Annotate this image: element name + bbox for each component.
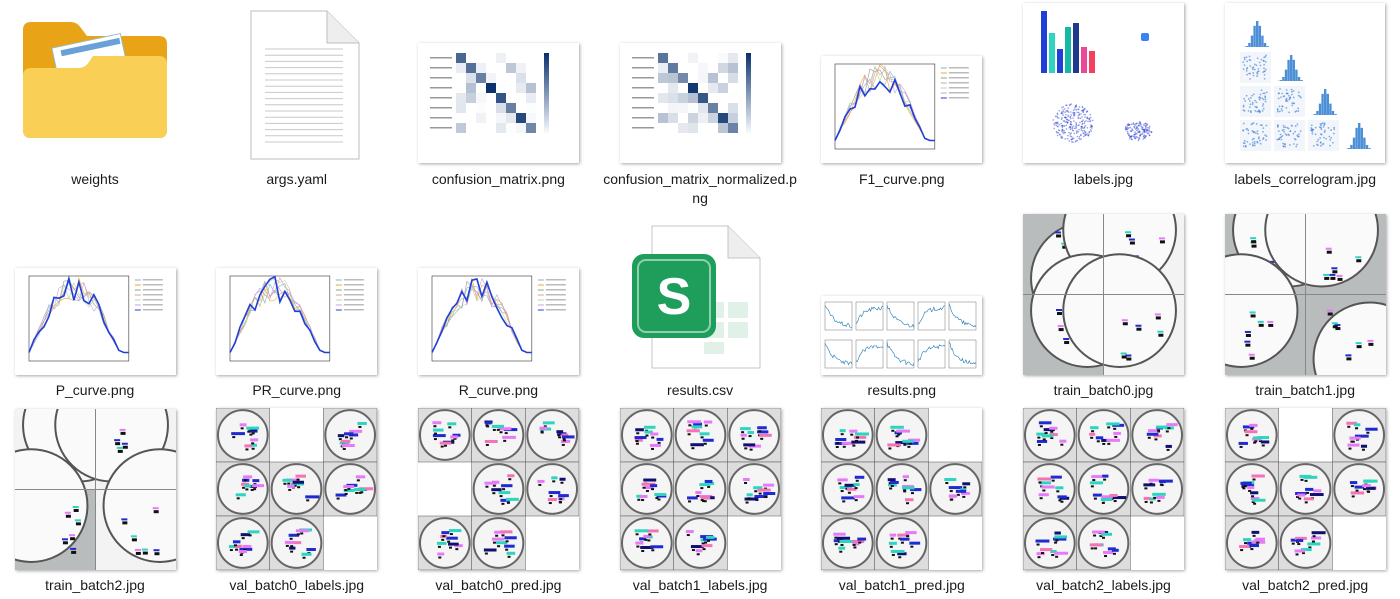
file-name: train_batch0.jpg: [1053, 382, 1154, 398]
thumbnail-train: [1224, 214, 1386, 375]
file-name: val_batch2_labels.jpg: [1036, 577, 1171, 593]
file-item[interactable]: P_curve.png: [0, 0, 195, 599]
thumbnail-train: [1023, 214, 1184, 375]
file-item[interactable]: PR_curve.png: [197, 0, 397, 599]
file-item[interactable]: val_batch2_pred.jpg: [1205, 0, 1400, 599]
thumbnail-matrix: [417, 43, 579, 163]
svg-text:S: S: [657, 268, 692, 326]
thumbnail-curve: [14, 268, 176, 375]
file-item[interactable]: train_batch2.jpg: [0, 0, 195, 599]
spreadsheet-icon: S: [630, 222, 762, 377]
thumbnail-train: [14, 409, 176, 570]
file-item[interactable]: weights: [0, 0, 195, 599]
file-item[interactable]: results.png: [802, 0, 1002, 599]
thumbnail-correlogram: [1225, 3, 1386, 163]
folder-icon: [19, 18, 171, 147]
file-item[interactable]: F1_curve.png: [802, 0, 1002, 599]
thumbnail-curve: [417, 268, 579, 375]
thumbnail-val: [417, 408, 579, 570]
file-name: train_batch1.jpg: [1255, 382, 1355, 398]
file-item[interactable]: val_batch1_pred.jpg: [802, 0, 1002, 599]
file-name: weights: [71, 171, 119, 187]
thumbnail-results: [821, 296, 983, 375]
document-icon: [247, 9, 361, 166]
file-item[interactable]: confusion_matrix.png: [398, 0, 598, 599]
file-item[interactable]: train_batch0.jpg: [1004, 0, 1204, 599]
thumbnail-val: [619, 408, 781, 570]
file-name: P_curve.png: [55, 382, 135, 398]
file-name: val_batch0_pred.jpg: [435, 577, 562, 593]
thumbnail-val: [1224, 408, 1386, 570]
file-name: labels.jpg: [1073, 171, 1134, 187]
file-name: F1_curve.png: [858, 171, 945, 187]
thumbnail-val: [216, 408, 378, 570]
file-item[interactable]: R_curve.png: [398, 0, 598, 599]
file-item[interactable]: labels_correlogram.jpg: [1205, 0, 1400, 599]
file-item[interactable]: val_batch0_pred.jpg: [398, 0, 598, 599]
file-item[interactable]: labels.jpg: [1004, 0, 1204, 599]
file-item[interactable]: train_batch1.jpg: [1205, 0, 1400, 599]
file-name: R_curve.png: [458, 382, 539, 398]
thumbnail-curve: [216, 268, 378, 375]
file-name: labels_correlogram.jpg: [1234, 171, 1376, 187]
file-item[interactable]: val_batch2_labels.jpg: [1004, 0, 1204, 599]
file-name: confusion_matrix.png: [431, 171, 565, 187]
file-name: results.csv: [667, 382, 734, 398]
file-item[interactable]: val_batch0_labels.jpg: [197, 0, 397, 599]
file-item[interactable]: val_batch1_labels.jpg: [600, 0, 800, 599]
thumbnail-curve: [821, 56, 983, 163]
file-name: PR_curve.png: [252, 382, 342, 398]
file-name: val_batch1_labels.jpg: [632, 577, 768, 593]
thumbnail-val: [821, 408, 983, 570]
file-name: args.yaml: [266, 171, 328, 187]
file-name: val_batch2_pred.jpg: [1242, 577, 1369, 593]
thumbnail-matrix: [619, 43, 781, 163]
file-name: val_batch1_pred.jpg: [838, 577, 965, 593]
file-name: train_batch2.jpg: [45, 577, 145, 593]
file-item[interactable]: confusion_matrix_normalized.png: [600, 0, 800, 599]
file-item[interactable]: args.yaml: [197, 0, 397, 599]
thumbnail-val: [1023, 408, 1184, 570]
file-name: results.png: [867, 382, 937, 398]
file-name: confusion_matrix_normalized.png: [603, 171, 797, 206]
file-name: val_batch0_labels.jpg: [229, 577, 365, 593]
thumbnail-labels: [1023, 3, 1184, 163]
